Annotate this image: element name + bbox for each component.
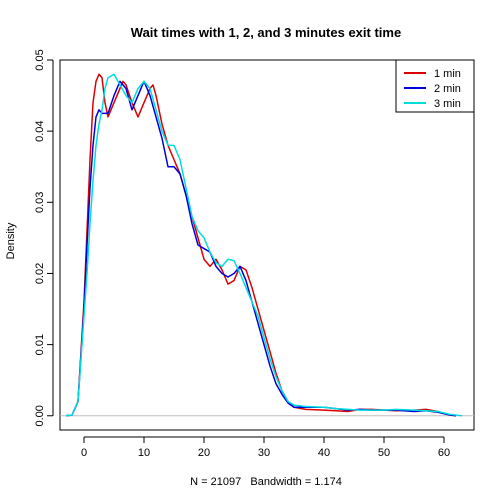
x-tick-label-0: 0	[81, 447, 87, 459]
x-tick-label-20: 20	[198, 447, 210, 459]
x-tick-label-50: 50	[378, 447, 390, 459]
y-axis-label: Density	[5, 222, 17, 259]
plot-frame	[59, 59, 475, 431]
y-tick-label-1: 0.01	[34, 334, 46, 355]
x-tick-label-10: 10	[138, 447, 150, 459]
axes: 0 10 20 30 40 50 60 0.00 0.01 0.02 0.03 0.04 0.05	[34, 49, 450, 459]
series-line-1	[65, 73, 457, 417]
x-tick-label-60: 60	[438, 447, 450, 459]
y-tick-label-5: 0.05	[34, 49, 46, 70]
y-tick-label-0: 0.00	[34, 405, 46, 426]
y-tick-label-3: 0.03	[34, 192, 46, 213]
series-layer	[65, 73, 463, 417]
series-line-2	[65, 80, 457, 417]
series-line-3	[65, 73, 463, 417]
x-tick-label-30: 30	[258, 447, 270, 459]
x-axis-label: N = 21097 Bandwidth = 1.174	[190, 476, 342, 488]
legend-label-2: 2 min	[434, 83, 461, 95]
chart-title: Wait times with 1, 2, and 3 minutes exit…	[131, 25, 401, 40]
legend: 1 min 2 min 3 min	[395, 59, 475, 113]
legend-label-1: 1 min	[434, 68, 461, 80]
x-tick-label-40: 40	[318, 447, 330, 459]
y-tick-label-2: 0.02	[34, 263, 46, 284]
y-tick-label-4: 0.04	[34, 120, 46, 141]
legend-label-3: 3 min	[434, 98, 461, 110]
